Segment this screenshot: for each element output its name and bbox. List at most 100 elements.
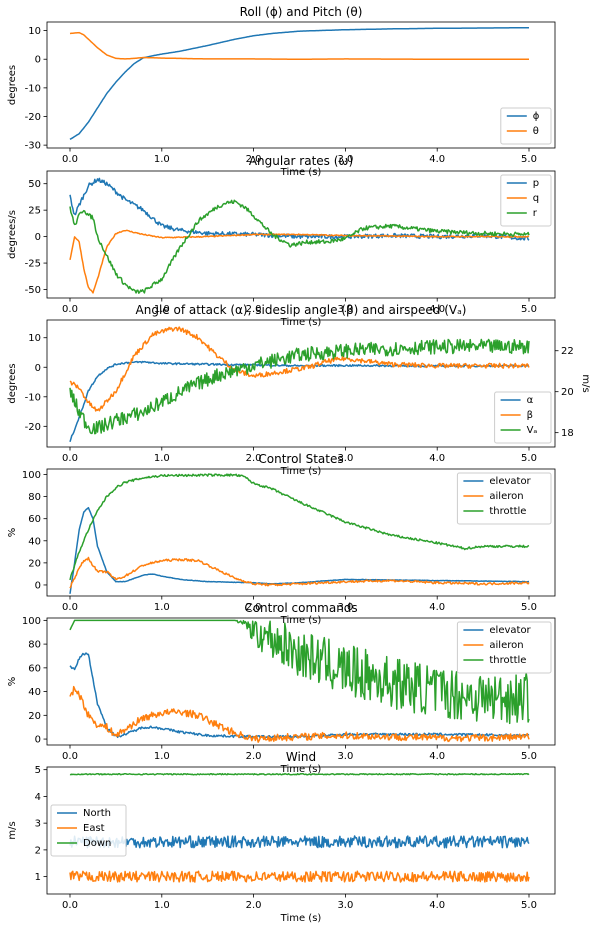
legend-label: aileron xyxy=(489,491,523,502)
x-axis-label: Time (s) xyxy=(280,913,322,924)
series-line-elevator xyxy=(69,506,530,594)
x-tick-label: 0.0 xyxy=(62,751,78,762)
plot-frame xyxy=(46,319,556,448)
x-tick-label: 2.0 xyxy=(246,602,262,613)
x-tick-label: 3.0 xyxy=(337,900,353,911)
x-tick-label: 3.0 xyxy=(337,304,353,315)
series-group xyxy=(69,772,530,883)
x-tick-label: 5.0 xyxy=(521,304,537,315)
chart-panel-3: 0.0 1.0 2.0 3.0 4.0 5.0 -20 -10 0 10 18 20 22 m/s Angl… xyxy=(7,303,591,477)
y2-tick-label: 22 xyxy=(561,346,574,357)
legend-label: elevator xyxy=(489,476,531,487)
y-tick-label: 1 xyxy=(35,872,41,883)
x-tick-label: 5.0 xyxy=(521,900,537,911)
x-axis-label: Time (s) xyxy=(280,615,322,626)
y-tick-label: 100 xyxy=(22,470,41,481)
y-tick-label: -20 xyxy=(25,112,41,123)
plot-frame xyxy=(46,617,556,746)
y-tick-label: 25 xyxy=(28,206,41,217)
legend: pqr xyxy=(500,174,552,227)
x-tick-label: 0.0 xyxy=(62,900,78,911)
series-line-q xyxy=(69,229,530,294)
chart-panel-2: 0.0 1.0 2.0 3.0 4.0 5.0 -50 -25 0 25 50 Angular rat… xyxy=(7,154,556,328)
x-tick-label: 5.0 xyxy=(521,751,537,762)
legend-label: North xyxy=(83,808,111,819)
y-tick-label: -20 xyxy=(25,422,41,433)
x-tick-label: 4.0 xyxy=(429,602,445,613)
legend: North East Down xyxy=(50,804,127,857)
chart-panel-1: 0.0 1.0 2.0 3.0 4.0 5.0 -30 -20 -10 0 10 Roll (ϕ) a… xyxy=(7,5,556,178)
x-tick-label: 1.0 xyxy=(154,602,170,613)
series-line-Vₐ xyxy=(69,338,530,435)
y-tick-label: 10 xyxy=(28,333,41,344)
y-tick-label: 3 xyxy=(35,819,41,830)
y-axis-label: m/s xyxy=(7,821,18,839)
y-tick-label: -25 xyxy=(25,259,41,270)
x-tick-label: 4.0 xyxy=(429,900,445,911)
x-tick-label: 4.0 xyxy=(429,304,445,315)
x-tick-label: 1.0 xyxy=(154,304,170,315)
x-tick-label: 0.0 xyxy=(62,453,78,464)
y-tick-label: -10 xyxy=(25,392,41,403)
y-tick-label: 80 xyxy=(28,492,41,503)
y-tick-label: 50 xyxy=(28,179,41,190)
x-tick-label: 1.0 xyxy=(154,154,170,165)
series-line-Down xyxy=(69,772,530,776)
y-axis-label: % xyxy=(7,677,18,687)
y-tick-label: -30 xyxy=(25,141,41,152)
x-tick-label: 2.0 xyxy=(246,900,262,911)
chart-panel-4: 0.0 1.0 2.0 3.0 4.0 5.0 0 20 40 60 80 100 Control St… xyxy=(7,452,556,626)
legend: αβ Vₐ xyxy=(494,391,552,444)
y-axis-label: degrees xyxy=(7,65,18,105)
x-axis-label: Time (s) xyxy=(280,167,322,178)
y-tick-label: 100 xyxy=(22,616,41,627)
x-axis-label: Time (s) xyxy=(280,466,322,477)
x-tick-label: 4.0 xyxy=(429,453,445,464)
series-group xyxy=(69,473,530,594)
plot-frame xyxy=(46,170,556,299)
x-axis-label: Time (s) xyxy=(280,764,322,775)
y-tick-label: 0 xyxy=(35,363,41,374)
series-line-p xyxy=(69,177,530,241)
x-tick-label: 4.0 xyxy=(429,751,445,762)
y2-axis-label: m/s xyxy=(580,374,591,392)
legend-label: aileron xyxy=(489,640,523,651)
legend-label: r xyxy=(533,208,538,219)
x-tick-label: 5.0 xyxy=(521,602,537,613)
x-tick-label: 3.0 xyxy=(337,751,353,762)
x-tick-label: 2.0 xyxy=(246,304,262,315)
x-tick-label: 2.0 xyxy=(246,154,262,165)
chart-title: Wind xyxy=(286,750,316,764)
legend-label: p xyxy=(533,178,539,189)
series-line-throttle xyxy=(69,473,530,581)
series-group xyxy=(69,177,530,294)
legend-label: β xyxy=(527,410,533,421)
x-tick-label: 1.0 xyxy=(154,751,170,762)
series-line-East xyxy=(69,870,530,883)
plot-frame xyxy=(46,468,556,597)
series-line-aileron xyxy=(69,685,530,743)
y-tick-label: -10 xyxy=(25,83,41,94)
legend-label: θ xyxy=(533,126,539,137)
legend-label: α xyxy=(527,395,534,406)
series-line-aileron xyxy=(69,556,530,589)
legend-label: throttle xyxy=(489,655,526,666)
y-tick-label: 5 xyxy=(35,765,41,776)
series-line-North xyxy=(69,835,530,849)
legend-label: East xyxy=(83,823,105,834)
y-tick-label: 0 xyxy=(35,55,41,66)
x-tick-label: 1.0 xyxy=(154,453,170,464)
x-tick-label: 0.0 xyxy=(62,304,78,315)
series-group xyxy=(69,26,529,141)
legend-label: throttle xyxy=(489,506,526,517)
legend-box xyxy=(500,107,552,145)
x-tick-label: 4.0 xyxy=(429,154,445,165)
legend-label: q xyxy=(533,193,539,204)
legend: elevator aileron throttle xyxy=(456,472,552,525)
y-tick-label: 2 xyxy=(35,845,41,856)
x-tick-label: 0.0 xyxy=(62,154,78,165)
y2-tick-label: 20 xyxy=(561,387,574,398)
y-tick-label: 80 xyxy=(28,640,41,651)
